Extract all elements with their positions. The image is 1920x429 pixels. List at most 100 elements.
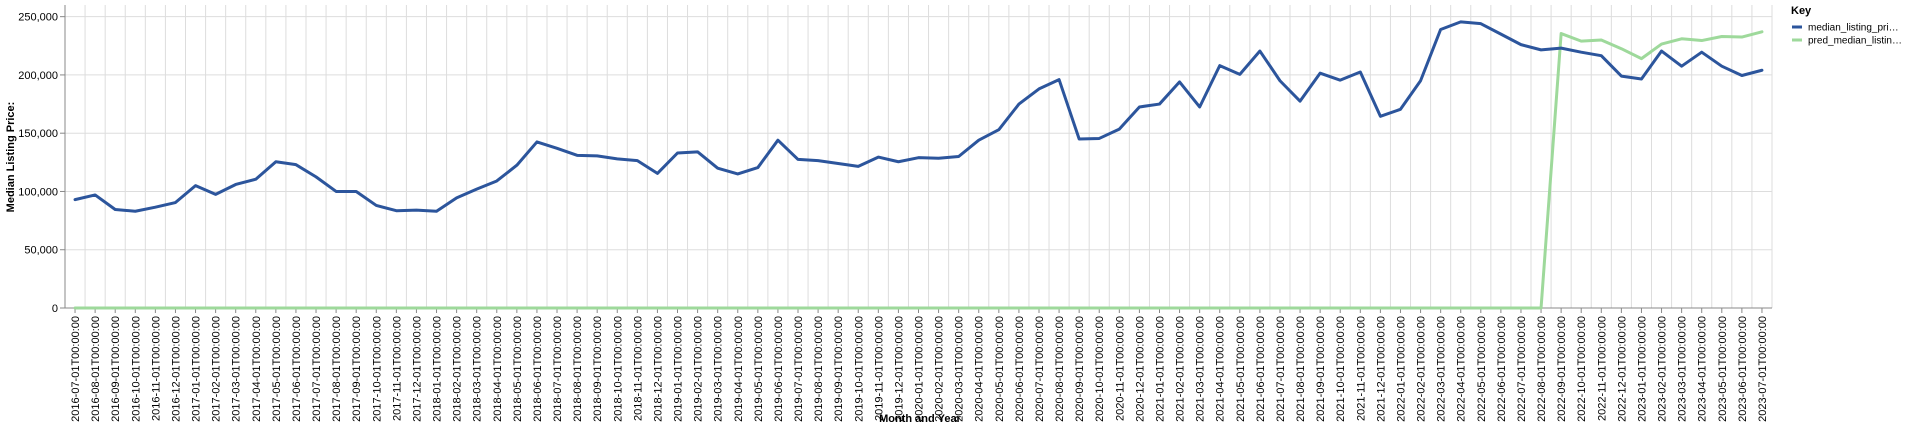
x-tick-label: 2023-02-01T00:00:00 [1657,316,1669,422]
x-tick-label: 2022-03-01T00:00:00 [1436,316,1448,422]
x-tick-label: 2022-11-01T00:00:00 [1596,316,1608,421]
legend: Key median_listing_pri… pred_median_listi… [1791,5,1902,47]
x-tick-label: 2018-12-01T00:00:00 [652,316,664,422]
x-tick-label: 2022-08-01T00:00:00 [1536,316,1548,422]
x-tick-label: 2020-02-01T00:00:00 [934,316,946,422]
x-tick-label: 2020-07-01T00:00:00 [1034,316,1046,422]
x-tick-label: 2021-04-01T00:00:00 [1215,316,1227,422]
x-tick-label: 2018-06-01T00:00:00 [532,316,544,422]
x-tick-label: 2021-07-01T00:00:00 [1275,316,1287,422]
x-tick-label: 2017-06-01T00:00:00 [291,316,303,422]
x-tick-label: 2020-05-01T00:00:00 [994,316,1006,422]
x-tick-label: 2016-10-01T00:00:00 [130,316,142,422]
series-lines [73,20,1764,310]
x-tick-label: 2017-10-01T00:00:00 [371,316,383,422]
x-tick-label: 2019-02-01T00:00:00 [693,316,705,422]
x-tick-label: 2018-07-01T00:00:00 [552,316,564,422]
x-tick-label: 2020-12-01T00:00:00 [1134,316,1146,422]
x-tick-label: 2022-12-01T00:00:00 [1616,316,1628,422]
x-tick-label: 2017-12-01T00:00:00 [411,316,423,422]
legend-label: pred_median_listin… [1808,36,1902,47]
x-tick-label: 2017-05-01T00:00:00 [271,316,283,422]
x-tick-label: 2019-10-01T00:00:00 [853,316,865,422]
x-tick-label: 2023-07-01T00:00:00 [1757,316,1769,422]
x-tick-label: 2017-08-01T00:00:00 [331,316,343,422]
x-tick-label: 2018-09-01T00:00:00 [592,316,604,422]
x-tick-label: 2021-01-01T00:00:00 [1154,316,1166,422]
x-tick-label: 2019-04-01T00:00:00 [733,316,745,422]
x-tick-label: 2020-04-01T00:00:00 [974,316,986,422]
x-tick-label: 2022-10-01T00:00:00 [1576,316,1588,422]
legend-label: median_listing_pri… [1808,23,1899,34]
x-tick-label: 2022-05-01T00:00:00 [1476,316,1488,422]
x-tick-label: 2021-02-01T00:00:00 [1175,316,1187,422]
x-tick-label: 2018-01-01T00:00:00 [432,316,444,422]
x-tick-label: 2020-06-01T00:00:00 [1014,316,1026,422]
x-tick-label: 2018-11-01T00:00:00 [632,316,644,421]
x-tick-label: 2017-09-01T00:00:00 [351,316,363,422]
grid-lines [64,5,1773,309]
x-tick-label: 2021-06-01T00:00:00 [1255,316,1267,422]
x-tick-label: 2018-04-01T00:00:00 [492,316,504,422]
x-tick-label: 2020-08-01T00:00:00 [1054,316,1066,422]
y-tick-label: 0 [52,303,58,315]
y-tick-label: 200,000 [18,70,58,82]
x-tick-label: 2020-03-01T00:00:00 [954,316,966,422]
x-tick-label: 2018-03-01T00:00:00 [472,316,484,422]
series-line-1 [73,30,1764,310]
x-tick-label: 2019-01-01T00:00:00 [673,316,685,422]
x-tick-label: 2019-12-01T00:00:00 [893,316,905,422]
x-tick-label: 2017-03-01T00:00:00 [231,316,243,422]
x-tick-label: 2022-09-01T00:00:00 [1556,316,1568,422]
x-tick-label: 2018-05-01T00:00:00 [512,316,524,422]
x-tick-label: 2022-02-01T00:00:00 [1416,316,1428,422]
x-tick-label: 2021-12-01T00:00:00 [1375,316,1387,422]
x-tick-label: 2016-07-01T00:00:00 [70,316,82,422]
x-tick-label: 2021-03-01T00:00:00 [1195,316,1207,422]
x-tick-label: 2021-10-01T00:00:00 [1335,316,1347,422]
x-tick-label: 2019-05-01T00:00:00 [753,316,765,422]
y-tick-label: 100,000 [18,186,58,198]
x-tick-label: 2017-01-01T00:00:00 [191,316,203,422]
x-tick-label: 2020-11-01T00:00:00 [1114,316,1126,421]
x-tick-label: 2018-08-01T00:00:00 [572,316,584,422]
x-tick-label: 2016-11-01T00:00:00 [150,316,162,421]
x-tick-label: 2019-07-01T00:00:00 [793,316,805,422]
x-axis-title: Month and Year [879,413,961,425]
x-tick-label: 2021-08-01T00:00:00 [1295,316,1307,422]
series-line-0 [73,20,1764,213]
x-tick-label: 2019-08-01T00:00:00 [813,316,825,422]
x-tick-label: 2018-10-01T00:00:00 [612,316,624,422]
x-tick-label: 2020-01-01T00:00:00 [914,316,926,422]
x-tick-label: 2023-05-01T00:00:00 [1717,316,1729,422]
x-tick-label: 2023-03-01T00:00:00 [1677,316,1689,422]
x-tick-label: 2021-05-01T00:00:00 [1235,316,1247,422]
x-tick-label: 2016-08-01T00:00:00 [90,316,102,422]
x-tick-label: 2021-09-01T00:00:00 [1315,316,1327,422]
y-tick-label: 50,000 [24,245,58,257]
x-tick-label: 2020-10-01T00:00:00 [1094,316,1106,422]
y-tick-label: 150,000 [18,128,58,140]
y-tick-label: 250,000 [18,12,58,24]
x-tick-label: 2019-09-01T00:00:00 [833,316,845,422]
legend-entries: median_listing_pri… pred_median_listin… [1792,23,1902,47]
x-tick-label: 2017-04-01T00:00:00 [251,316,263,422]
y-axis-title: Median Listing Price: [5,102,17,213]
x-tick-label: 2016-09-01T00:00:00 [110,316,122,422]
x-tick-label: 2019-06-01T00:00:00 [773,316,785,422]
x-tick-label: 2017-11-01T00:00:00 [391,316,403,421]
x-tick-label: 2019-03-01T00:00:00 [713,316,725,422]
x-tick-label: 2018-02-01T00:00:00 [452,316,464,422]
x-tick-label: 2022-04-01T00:00:00 [1456,316,1468,422]
x-tick-label: 2019-11-01T00:00:00 [873,316,885,421]
x-tick-label: 2016-12-01T00:00:00 [170,316,182,422]
x-tick-label: 2022-06-01T00:00:00 [1496,316,1508,422]
x-tick-label: 2023-01-01T00:00:00 [1636,316,1648,422]
x-tick-label: 2020-09-01T00:00:00 [1074,316,1086,422]
x-tick-label: 2017-02-01T00:00:00 [211,316,223,422]
x-tick-label: 2022-07-01T00:00:00 [1516,316,1528,422]
legend-title: Key [1791,5,1812,17]
x-tick-label: 2023-06-01T00:00:00 [1737,316,1749,422]
x-tick-label: 2021-11-01T00:00:00 [1355,316,1367,421]
